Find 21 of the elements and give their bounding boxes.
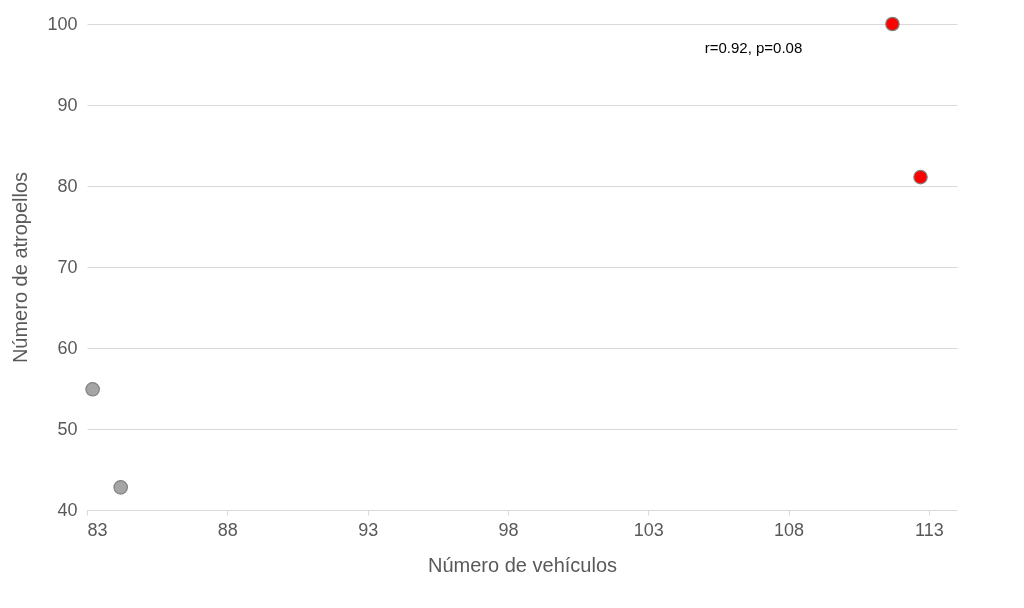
x-tick-label: 88 <box>217 519 238 540</box>
y-tick-label: 60 <box>57 337 78 358</box>
x-tick-label: 98 <box>498 519 519 540</box>
x-axis-title: Número de vehículos <box>428 553 617 576</box>
point <box>113 480 128 495</box>
x-tick-label: 108 <box>774 519 805 540</box>
x-tick-label: 103 <box>633 519 664 540</box>
point <box>913 169 928 185</box>
y-tick-label: 50 <box>57 418 78 439</box>
y-tick-label: 80 <box>57 175 78 196</box>
point <box>885 16 900 32</box>
x-tick-label: 83 <box>87 519 108 540</box>
y-axis-title: Número de atropellos <box>9 171 32 364</box>
point <box>85 382 100 397</box>
x-tick-label: 113 <box>915 519 944 540</box>
y-tick-label: 40 <box>57 499 78 520</box>
x-tick-label: 93 <box>358 519 379 540</box>
y-tick-label: 90 <box>57 94 78 115</box>
y-tick-label: 70 <box>57 256 78 277</box>
annotation: r=0.92, p=0.08 <box>704 39 803 56</box>
y-tick-label: 100 <box>47 13 78 34</box>
